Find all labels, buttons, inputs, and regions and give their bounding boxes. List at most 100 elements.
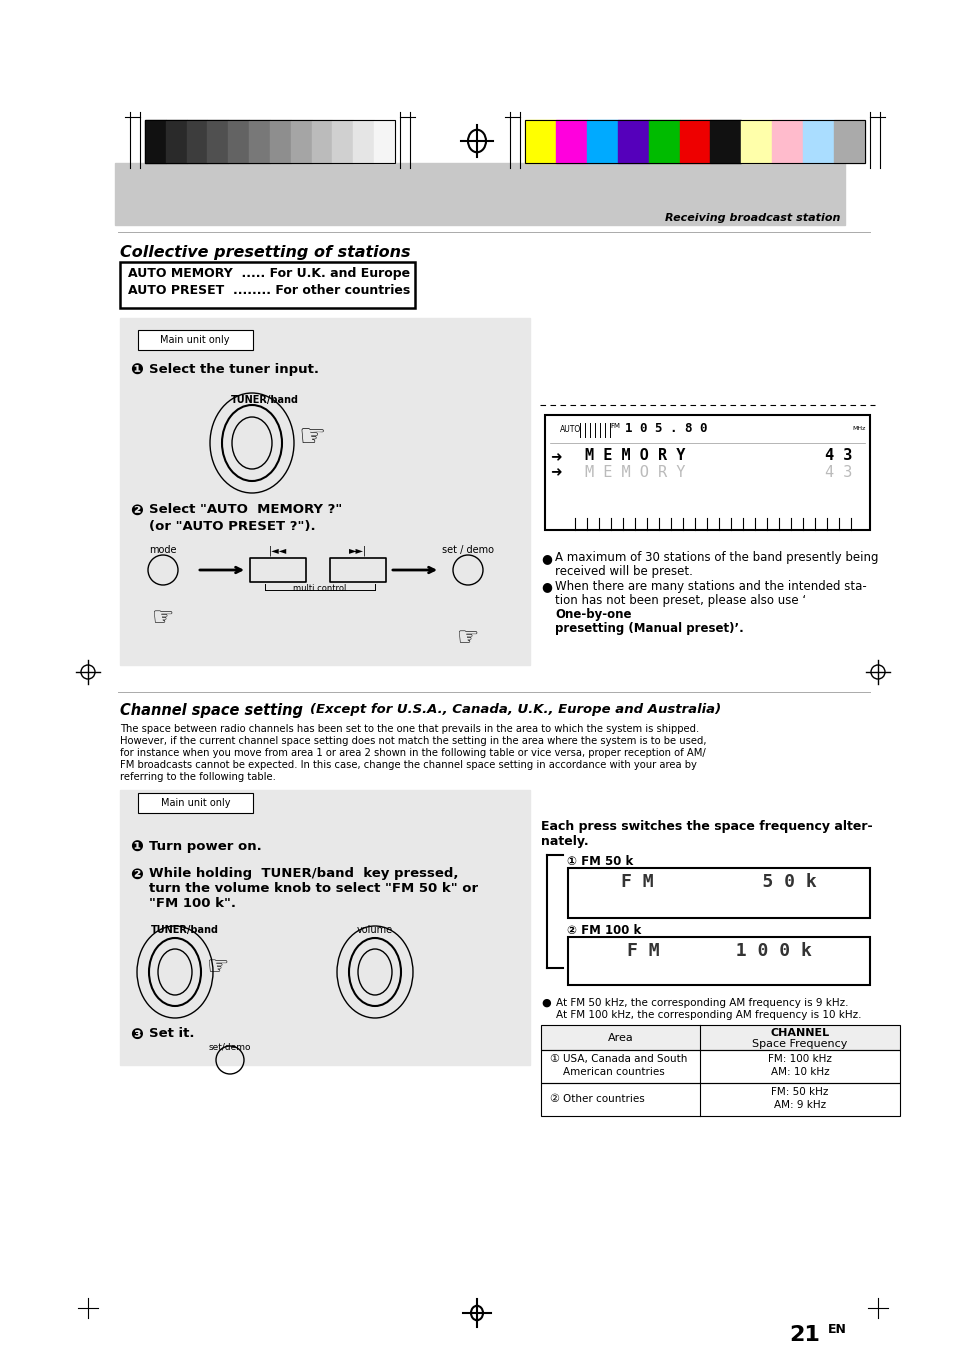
Text: F M          5 0 k: F M 5 0 k (620, 873, 816, 892)
Text: AM: 10 kHz: AM: 10 kHz (770, 1067, 828, 1077)
Text: FM: FM (609, 423, 619, 430)
Text: FM: 100 kHz: FM: 100 kHz (767, 1054, 831, 1065)
Bar (618, 120, 648, 163)
Text: ☞: ☞ (298, 423, 325, 453)
Text: ❸: ❸ (130, 1027, 143, 1042)
Text: ●: ● (540, 580, 551, 593)
Bar (250, 558, 306, 582)
Text: Set it.: Set it. (149, 1027, 194, 1040)
Text: M E M O R Y: M E M O R Y (584, 465, 684, 480)
Text: set / demo: set / demo (441, 544, 494, 555)
Text: mode: mode (149, 544, 176, 555)
Bar (679, 120, 710, 163)
Text: ② FM 100 k: ② FM 100 k (566, 924, 640, 938)
Text: FM broadcasts cannot be expected. In this case, change the channel space setting: FM broadcasts cannot be expected. In thi… (120, 761, 696, 770)
Text: ❷: ❷ (130, 503, 143, 517)
Bar (540, 1084, 899, 1116)
Text: set/demo: set/demo (209, 1043, 251, 1052)
Bar (524, 120, 864, 163)
Text: TUNER/band: TUNER/band (151, 925, 219, 935)
Text: AM: 9 kHz: AM: 9 kHz (773, 1100, 825, 1111)
Text: ►►|: ►►| (349, 544, 367, 555)
Bar (270, 120, 291, 163)
Bar (333, 120, 353, 163)
Bar (524, 120, 556, 163)
Bar (249, 120, 270, 163)
Text: ☞: ☞ (152, 607, 174, 630)
Text: TUNER/band: TUNER/band (231, 394, 298, 405)
Text: multi control: multi control (293, 584, 346, 593)
Text: 21: 21 (788, 1325, 820, 1346)
Text: volume: volume (356, 925, 393, 935)
Text: Channel space setting: Channel space setting (120, 703, 303, 717)
Text: Turn power on.: Turn power on. (149, 840, 261, 852)
Bar (567, 867, 869, 917)
Text: (Except for U.S.A., Canada, U.K., Europe and Australia): (Except for U.S.A., Canada, U.K., Europe… (310, 703, 720, 716)
Text: AUTO: AUTO (559, 426, 580, 434)
Text: ①: ① (548, 1054, 558, 1065)
Text: A maximum of 30 stations of the band presently being: A maximum of 30 stations of the band pre… (555, 551, 878, 563)
Text: ➜: ➜ (550, 450, 561, 463)
Text: ②: ② (548, 1094, 558, 1104)
Bar (120, 317, 530, 665)
Bar (772, 120, 802, 163)
Text: Each press switches the space frequency alter-: Each press switches the space frequency … (540, 820, 872, 834)
Text: ❶: ❶ (130, 363, 143, 378)
Text: MHz: MHz (851, 427, 864, 431)
Bar (353, 120, 374, 163)
Text: Collective presetting of stations: Collective presetting of stations (120, 245, 410, 259)
Text: for instance when you move from area 1 or area 2 shown in the following table or: for instance when you move from area 1 o… (120, 748, 705, 758)
Text: M E M O R Y: M E M O R Y (584, 449, 684, 463)
Text: Main unit only: Main unit only (160, 335, 230, 345)
Bar (115, 163, 844, 226)
Text: AUTO PRESET  ........ For other countries: AUTO PRESET ........ For other countries (128, 284, 410, 297)
Bar (540, 1050, 899, 1084)
Text: EN: EN (827, 1323, 846, 1336)
Text: 4 3: 4 3 (824, 465, 851, 480)
Text: "FM 100 k".: "FM 100 k". (149, 897, 235, 911)
Bar (120, 790, 530, 1065)
Bar (567, 938, 869, 985)
Text: ❶: ❶ (130, 840, 143, 855)
Text: presetting (Manual preset)’.: presetting (Manual preset)’. (555, 621, 743, 635)
Text: ●: ● (540, 998, 550, 1008)
Bar (312, 120, 333, 163)
Text: USA, Canada and South: USA, Canada and South (562, 1054, 687, 1065)
Text: At FM 100 kHz, the corresponding AM frequency is 10 kHz.: At FM 100 kHz, the corresponding AM freq… (556, 1011, 861, 1020)
Text: AUTO MEMORY  ..... For U.K. and Europe: AUTO MEMORY ..... For U.K. and Europe (128, 267, 410, 280)
Text: nately.: nately. (540, 835, 588, 848)
Bar (833, 120, 864, 163)
Bar (648, 120, 679, 163)
Bar (556, 120, 586, 163)
Text: Select the tuner input.: Select the tuner input. (149, 363, 318, 376)
Bar (145, 120, 395, 163)
Bar (710, 120, 740, 163)
Text: When there are many stations and the intended sta-: When there are many stations and the int… (555, 580, 866, 593)
Bar (802, 120, 833, 163)
Text: Space Frequency: Space Frequency (752, 1039, 847, 1048)
Text: While holding  TUNER/band  key pressed,: While holding TUNER/band key pressed, (149, 867, 458, 880)
Text: ❷: ❷ (130, 867, 143, 882)
Text: 1 0 5 . 8 0: 1 0 5 . 8 0 (624, 422, 707, 435)
Bar (138, 330, 253, 350)
Text: |◄◄: |◄◄ (269, 544, 287, 555)
Text: received will be preset.: received will be preset. (555, 565, 692, 578)
Text: The space between radio channels has been set to the one that prevails in the ar: The space between radio channels has bee… (120, 724, 699, 734)
Text: ① FM 50 k: ① FM 50 k (566, 855, 633, 867)
Text: At FM 50 kHz, the corresponding AM frequency is 9 kHz.: At FM 50 kHz, the corresponding AM frequ… (556, 998, 847, 1008)
Text: However, if the current channel space setting does not match the setting in the : However, if the current channel space se… (120, 736, 706, 746)
Bar (208, 120, 228, 163)
Bar (291, 120, 312, 163)
Text: Receiving broadcast station: Receiving broadcast station (664, 213, 840, 223)
Bar (330, 558, 386, 582)
Bar (138, 793, 253, 813)
Text: Select "AUTO  MEMORY ?": Select "AUTO MEMORY ?" (149, 503, 342, 516)
Bar (166, 120, 187, 163)
Text: referring to the following table.: referring to the following table. (120, 771, 275, 782)
Text: 4 3: 4 3 (824, 449, 851, 463)
Text: FM: 50 kHz: FM: 50 kHz (771, 1088, 828, 1097)
Text: Main unit only: Main unit only (161, 798, 231, 808)
Bar (145, 120, 166, 163)
Text: One-by-one: One-by-one (555, 608, 631, 621)
Bar (120, 262, 415, 308)
